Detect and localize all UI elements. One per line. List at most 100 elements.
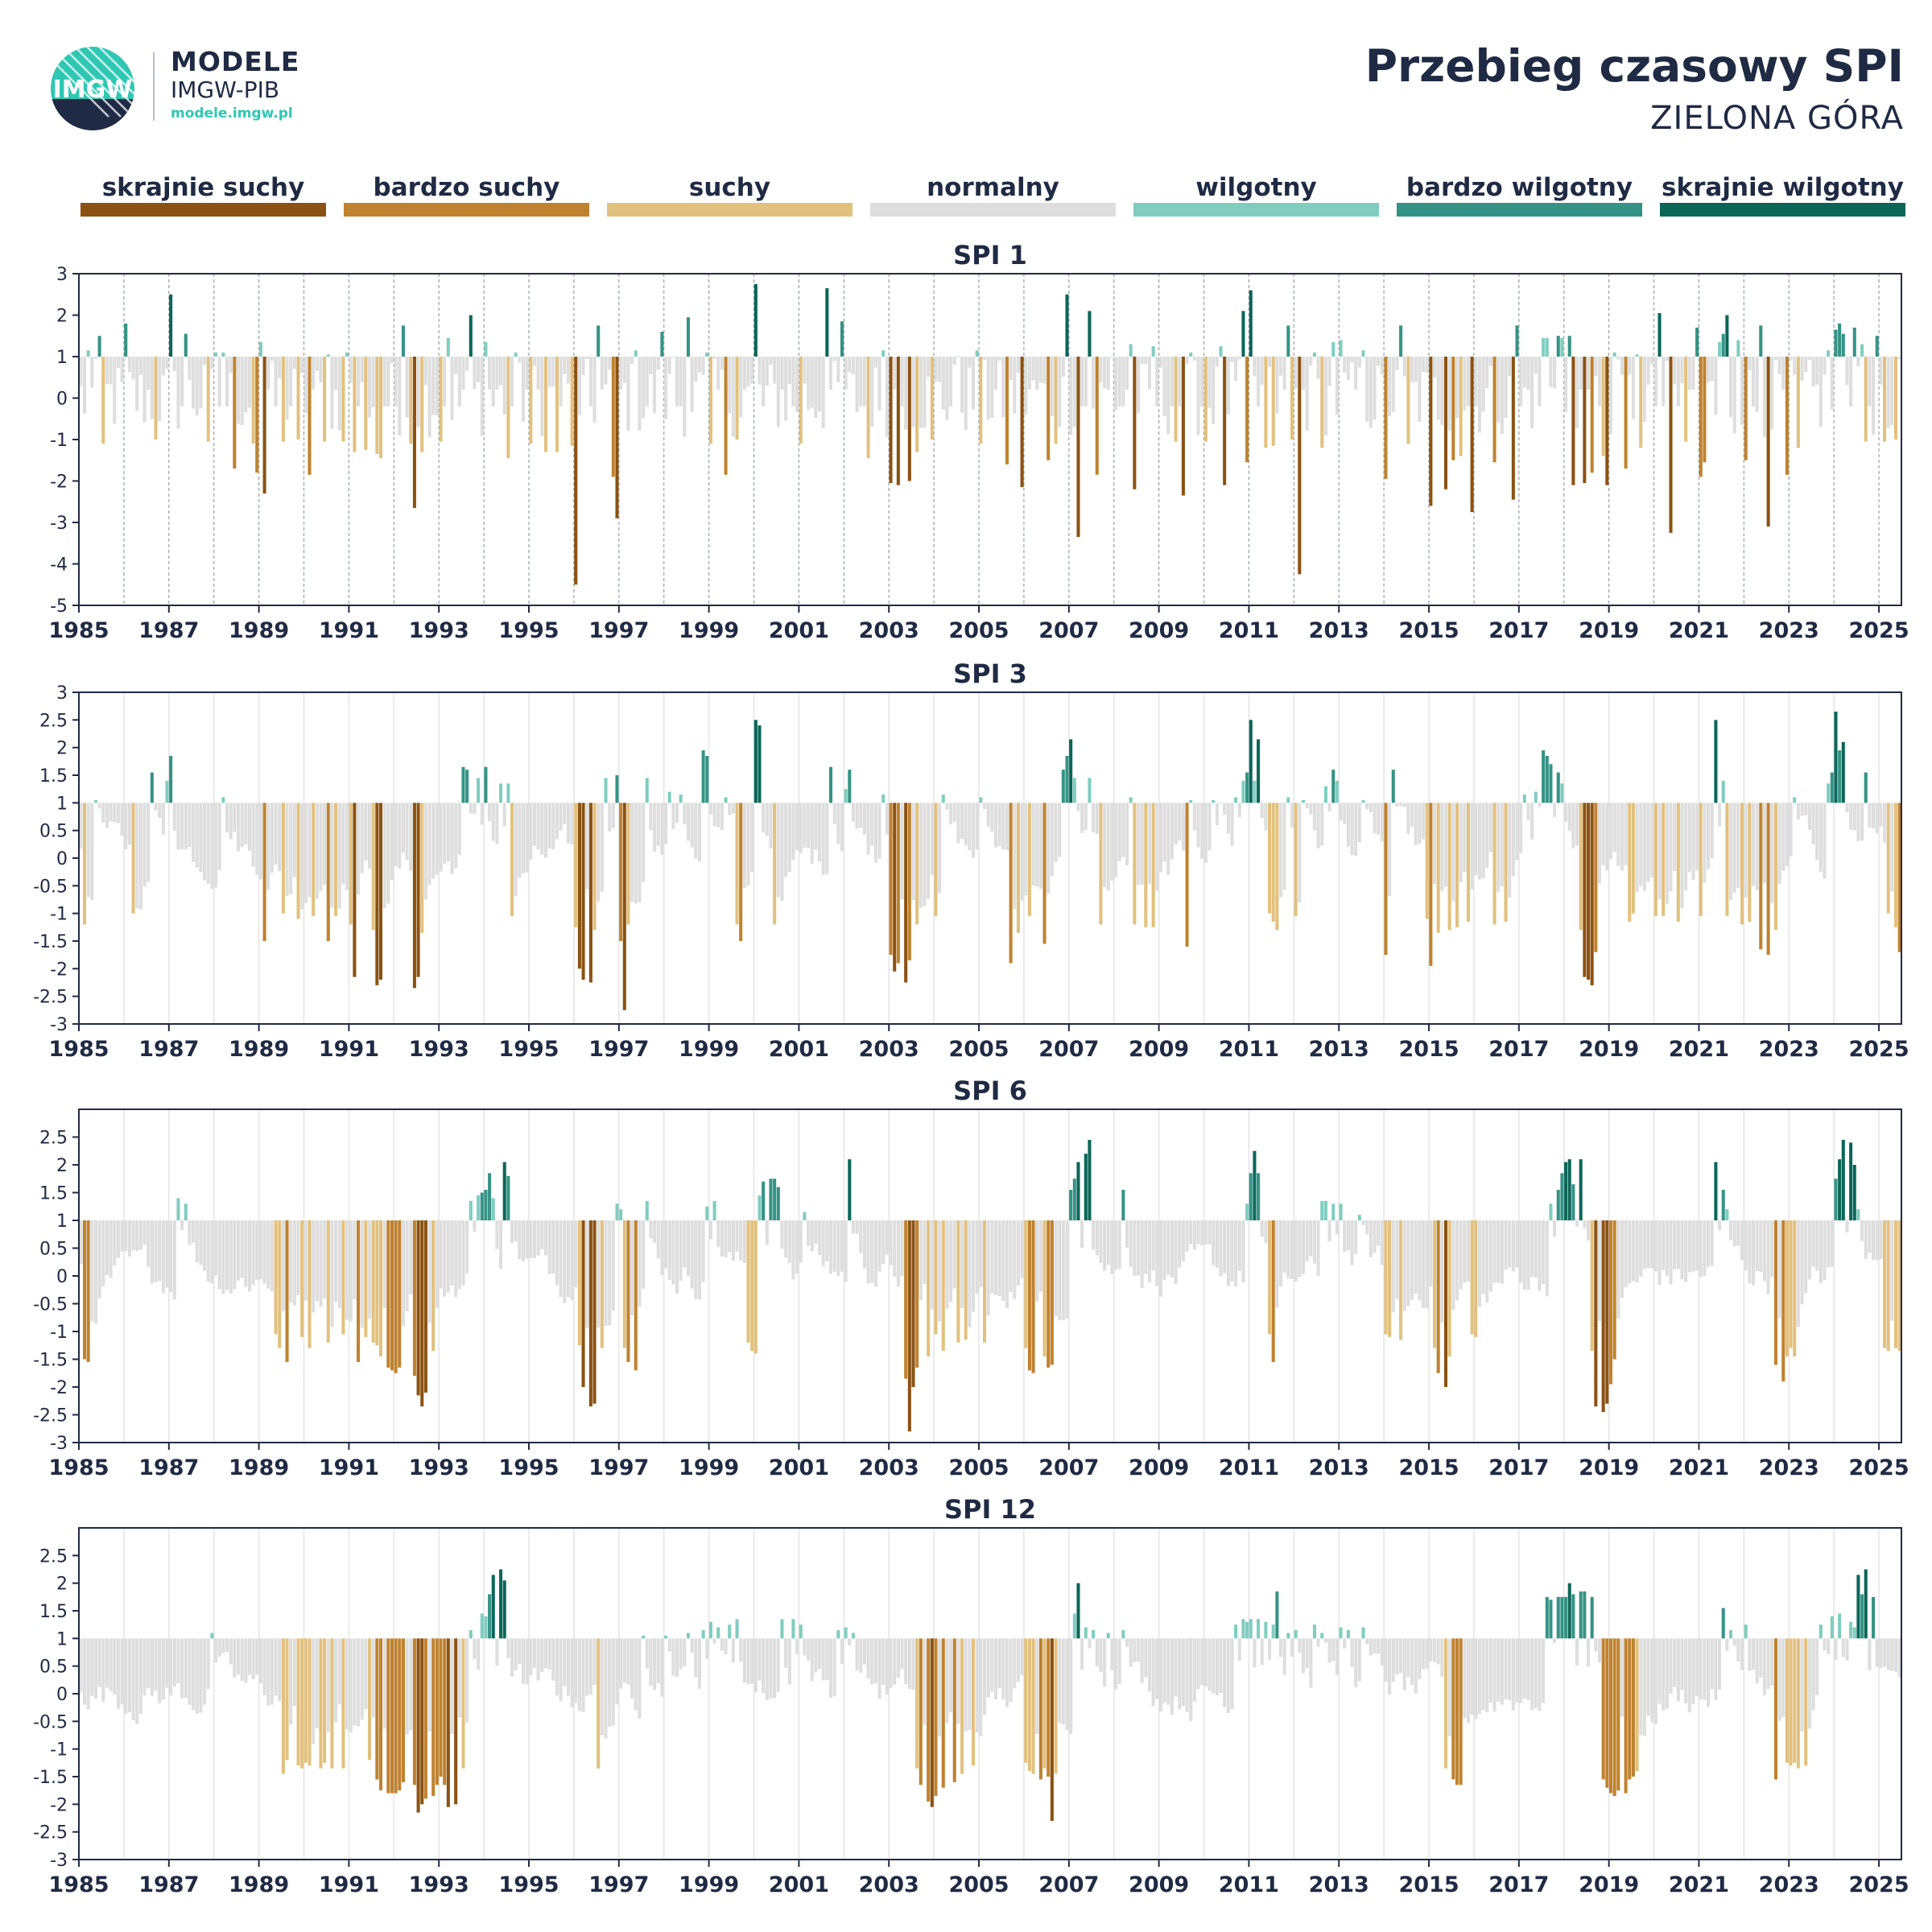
spi-bar: [142, 1220, 147, 1245]
spi-bar: [559, 1638, 563, 1702]
spi-bar: [1432, 357, 1437, 378]
spi-event-bar: [1886, 803, 1890, 914]
spi-bar: [585, 1220, 589, 1328]
legend-item: bardzo wilgotny: [1397, 173, 1642, 217]
spi-bar: [1365, 357, 1369, 422]
spi-bar: [1125, 803, 1129, 866]
spi-bar: [907, 1638, 911, 1690]
spi-bar: [1662, 1638, 1666, 1711]
spi-event-bar: [1612, 352, 1616, 357]
spi-bar: [1519, 1638, 1523, 1703]
spi-bar: [1695, 1638, 1699, 1696]
spi-bar: [765, 357, 769, 386]
spi-bar: [435, 803, 439, 875]
spi-bar: [821, 1638, 825, 1681]
spi-bar: [217, 1638, 221, 1657]
spi-bar: [300, 803, 304, 910]
spi-bar: [821, 803, 825, 875]
spi-bar: [398, 357, 402, 436]
spi-bar: [1410, 803, 1414, 827]
spi-event-bar: [1564, 1162, 1568, 1220]
spi-event-bar: [1841, 333, 1845, 357]
spi-event-bar: [1065, 294, 1069, 357]
spi-bar: [1818, 357, 1823, 427]
spi-bar: [1301, 357, 1306, 390]
spi-bar: [968, 1220, 972, 1327]
spi-bar: [1815, 1220, 1819, 1271]
spi-bar: [266, 357, 270, 390]
spi-bar: [750, 803, 754, 873]
x-tick-label: 2025: [1848, 1872, 1909, 1897]
spi-bar: [784, 357, 788, 421]
spi-bar: [93, 1638, 97, 1699]
spi-bar: [642, 1220, 646, 1289]
spi-bar: [1203, 1638, 1208, 1686]
spi-bar: [1208, 1638, 1212, 1691]
y-tick-label: 1: [56, 1212, 68, 1232]
spi-bar: [180, 1220, 184, 1230]
spi-bar: [821, 357, 825, 428]
spi-bar: [708, 1220, 712, 1240]
spi-event-bar: [394, 1638, 398, 1794]
spi-event-bar: [1571, 1594, 1575, 1639]
spi-bar: [1357, 1638, 1361, 1682]
spi-event-bar: [398, 1638, 402, 1791]
spi-bar: [1485, 803, 1489, 868]
spi-event-bar: [423, 1638, 427, 1799]
spi-event-bar: [1133, 357, 1137, 489]
spi-bar: [1058, 1220, 1062, 1320]
spi-event-bar: [1635, 354, 1639, 357]
panel-title: SPI 12: [944, 1494, 1036, 1525]
spi-bar: [274, 357, 278, 407]
spi-bar: [258, 1638, 262, 1684]
spi-bar: [881, 1638, 886, 1686]
spi-bar: [1868, 1638, 1872, 1670]
spi-bar: [1785, 803, 1789, 867]
spi-event-bar: [1174, 357, 1178, 442]
spi-bar: [1136, 1638, 1141, 1662]
spi-bar: [1732, 1220, 1736, 1247]
spi-bar: [1009, 1220, 1013, 1292]
spi-bar: [825, 1638, 829, 1680]
spi-bar: [409, 1638, 413, 1731]
x-tick-label: 1997: [588, 1872, 649, 1897]
spi-bar: [566, 1638, 570, 1696]
spi-bar: [697, 1220, 702, 1299]
spi-event-bar: [1785, 1220, 1789, 1357]
spi-bar: [1718, 1638, 1722, 1690]
spi-bar: [82, 357, 87, 414]
spi-event-bar: [1886, 1220, 1890, 1352]
spi-bar: [1368, 1638, 1373, 1656]
brand-url[interactable]: modele.imgw.pl: [171, 105, 293, 122]
spi-event-bar: [1320, 357, 1324, 448]
spi-bar: [1586, 1638, 1591, 1667]
spi-bar: [405, 357, 409, 418]
spi-event-bar: [1721, 780, 1725, 803]
spi-bar: [1260, 803, 1264, 819]
spi-event-bar: [443, 1638, 447, 1785]
spi-bar: [1841, 1638, 1845, 1657]
spi-bar: [161, 803, 165, 836]
spi-bar: [1200, 803, 1204, 859]
spi-event-bar: [1245, 1203, 1249, 1220]
y-tick-label: -2.5: [33, 1823, 68, 1843]
spi-bar: [667, 1638, 671, 1652]
spi-bar: [1673, 1220, 1677, 1269]
spi-event-bar: [210, 1633, 214, 1639]
spi-bar: [1665, 1638, 1669, 1709]
spi-event-bar: [484, 1190, 488, 1220]
spi-bar: [949, 357, 953, 407]
spi-bar: [1755, 803, 1759, 890]
spi-bar: [873, 803, 877, 863]
spi-bar: [1125, 1638, 1129, 1647]
spi-bar: [1766, 1220, 1770, 1294]
spi-bar: [1508, 803, 1512, 898]
spi-bar: [1567, 803, 1571, 832]
spi-bar: [465, 1638, 469, 1723]
spi-bar: [450, 803, 454, 874]
spi-bar: [807, 1638, 811, 1661]
y-tick-label: -1.5: [33, 932, 68, 952]
spi-bar: [1136, 1220, 1141, 1276]
spi-bar: [653, 357, 657, 414]
